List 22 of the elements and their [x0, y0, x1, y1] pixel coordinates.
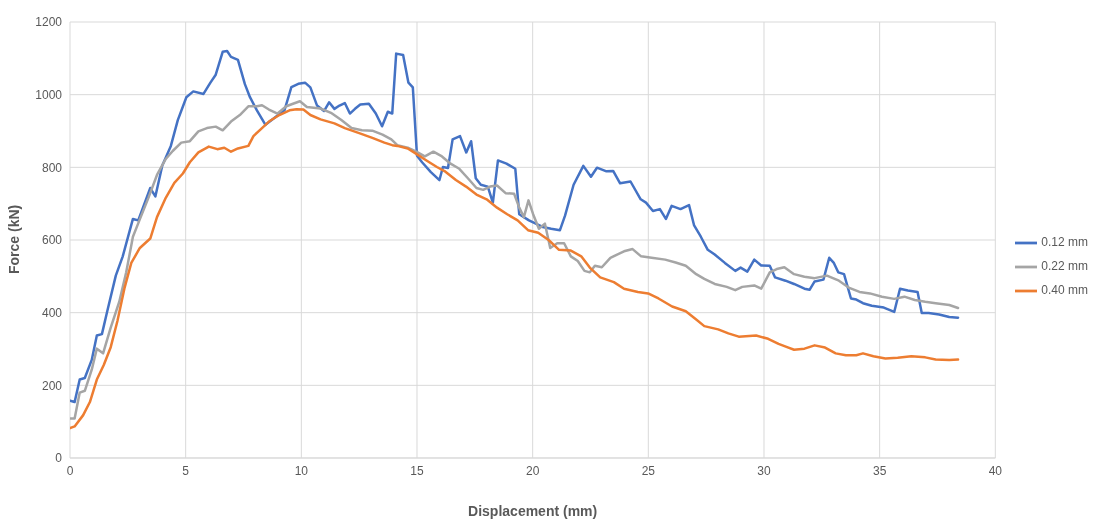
y-tick-label: 200: [41, 378, 63, 393]
x-tick-label: 35: [872, 463, 887, 478]
x-tick-label: 15: [410, 463, 424, 478]
line-series: [70, 49, 960, 404]
y-tick-label: 0: [55, 451, 63, 466]
x-tick-label: 20: [525, 463, 540, 478]
x-axis-title: Displacement (mm): [468, 503, 598, 519]
y-tick-label: 800: [41, 160, 63, 175]
y-tick-label: 1200: [35, 15, 63, 30]
y-tick-label: 1000: [35, 87, 63, 102]
x-tick-label: 30: [757, 463, 771, 478]
legend-label: 0.40 mm: [1041, 283, 1088, 297]
x-tick-label: 25: [641, 463, 656, 478]
x-tick-label: 40: [988, 463, 1003, 478]
legend-label: 0.22 mm: [1041, 259, 1088, 273]
x-tick-label: 10: [294, 463, 309, 478]
x-tick-label: 0: [66, 463, 74, 478]
y-tick-label: 600: [41, 233, 63, 248]
y-axis-title: Force (kN): [5, 204, 22, 274]
y-tick-label: 400: [41, 305, 63, 320]
legend-label: 0.12 mm: [1041, 235, 1088, 249]
x-tick-label: 5: [182, 463, 190, 478]
